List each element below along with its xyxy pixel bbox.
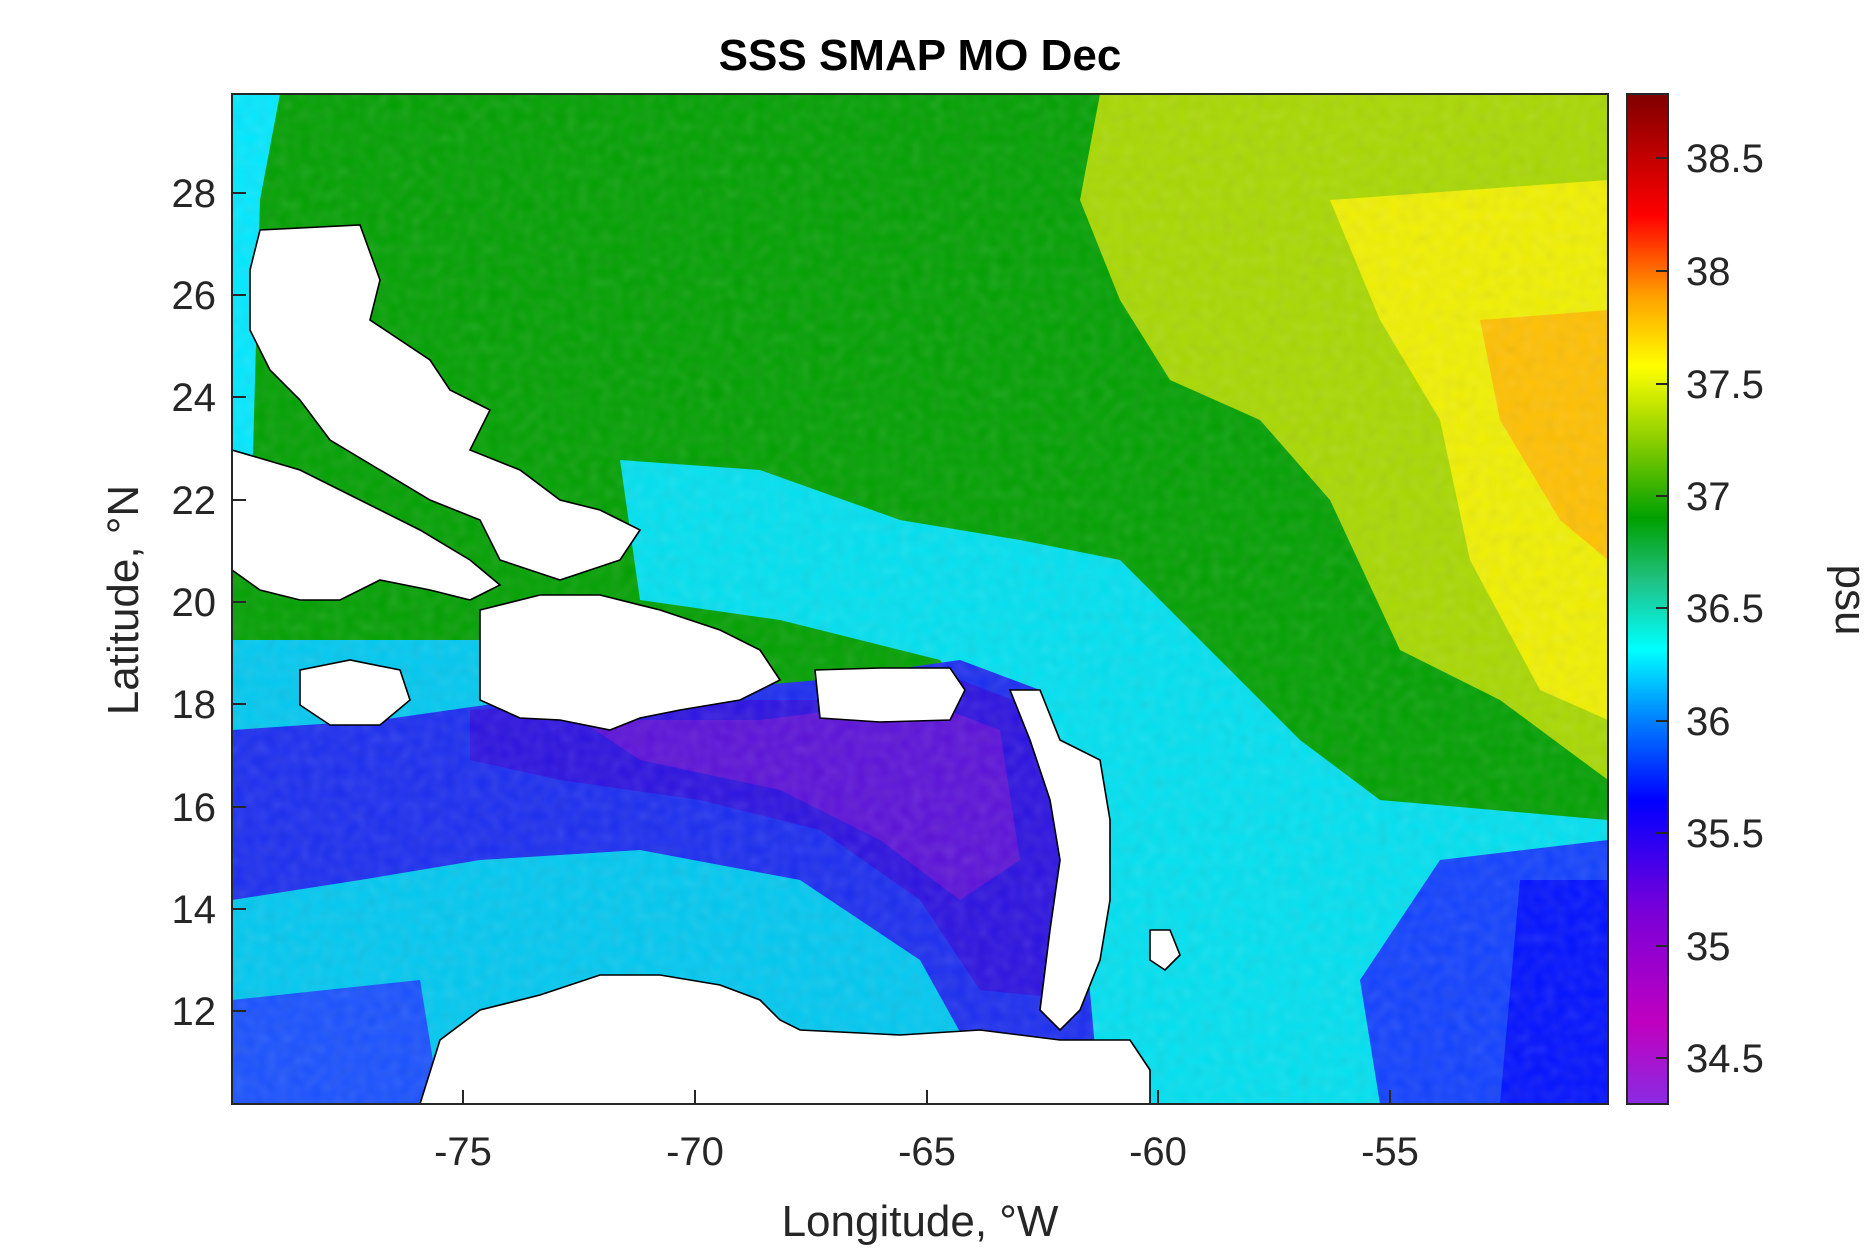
colorbar-label: psu [1826, 565, 1875, 636]
puerto-rico-land [814, 667, 966, 723]
colorbar-tick-label: 34.5 [1686, 1037, 1764, 1081]
map-title: SSS SMAP MO Dec [719, 31, 1122, 80]
salinity-field [232, 94, 1608, 1104]
y-axis-label: Latitude, °N [99, 485, 148, 715]
y-tick-label: 16 [172, 786, 217, 830]
colorbar-tick-label: 35.5 [1686, 812, 1764, 856]
colorbar-tick-label: 37 [1686, 475, 1731, 519]
y-tick-label: 24 [172, 376, 217, 420]
south-america-land [419, 974, 1151, 1104]
plot-frame [231, 93, 1609, 1105]
colorbar-gradient [1626, 93, 1669, 1105]
x-tick-label: -55 [1361, 1130, 1419, 1174]
bahamas-land [249, 224, 642, 581]
x-tick-label: -75 [434, 1130, 492, 1174]
x-tick-label: -65 [898, 1130, 956, 1174]
colorbar: 38.5 38 37.5 37 36.5 36 35.5 35 34.5 psu [1626, 93, 1875, 1105]
x-tick-label: -70 [666, 1130, 724, 1174]
colorbar-tick-label: 36 [1686, 700, 1731, 744]
colorbar-tick-label: 37.5 [1686, 363, 1764, 407]
jamaica-land [299, 659, 411, 726]
cuba-land [232, 449, 502, 601]
y-tick-label: 12 [172, 990, 217, 1034]
colorbar-tick-label: 38 [1686, 250, 1731, 294]
x-axis: -75 -70 -65 -60 -55 [434, 1090, 1419, 1174]
land-masses [232, 224, 1181, 1104]
y-tick-label: 20 [172, 581, 217, 625]
y-tick-label: 18 [172, 683, 217, 727]
colorbar-tick-label: 38.5 [1686, 137, 1764, 181]
y-tick-label: 14 [172, 888, 217, 932]
x-axis-label: Longitude, °W [782, 1197, 1059, 1246]
colorbar-tick-label: 35 [1686, 925, 1731, 969]
x-tick-label: -60 [1129, 1130, 1187, 1174]
trinidad-land [1149, 929, 1181, 972]
hispaniola-land [479, 594, 782, 731]
y-tick-label: 22 [172, 479, 217, 523]
colorbar-tick-label: 36.5 [1686, 587, 1764, 631]
lesser-antilles-land [1008, 689, 1111, 1032]
y-axis: 28 26 24 22 20 18 16 14 12 [172, 172, 246, 1034]
y-tick-label: 26 [172, 274, 217, 318]
y-tick-label: 28 [172, 172, 217, 216]
